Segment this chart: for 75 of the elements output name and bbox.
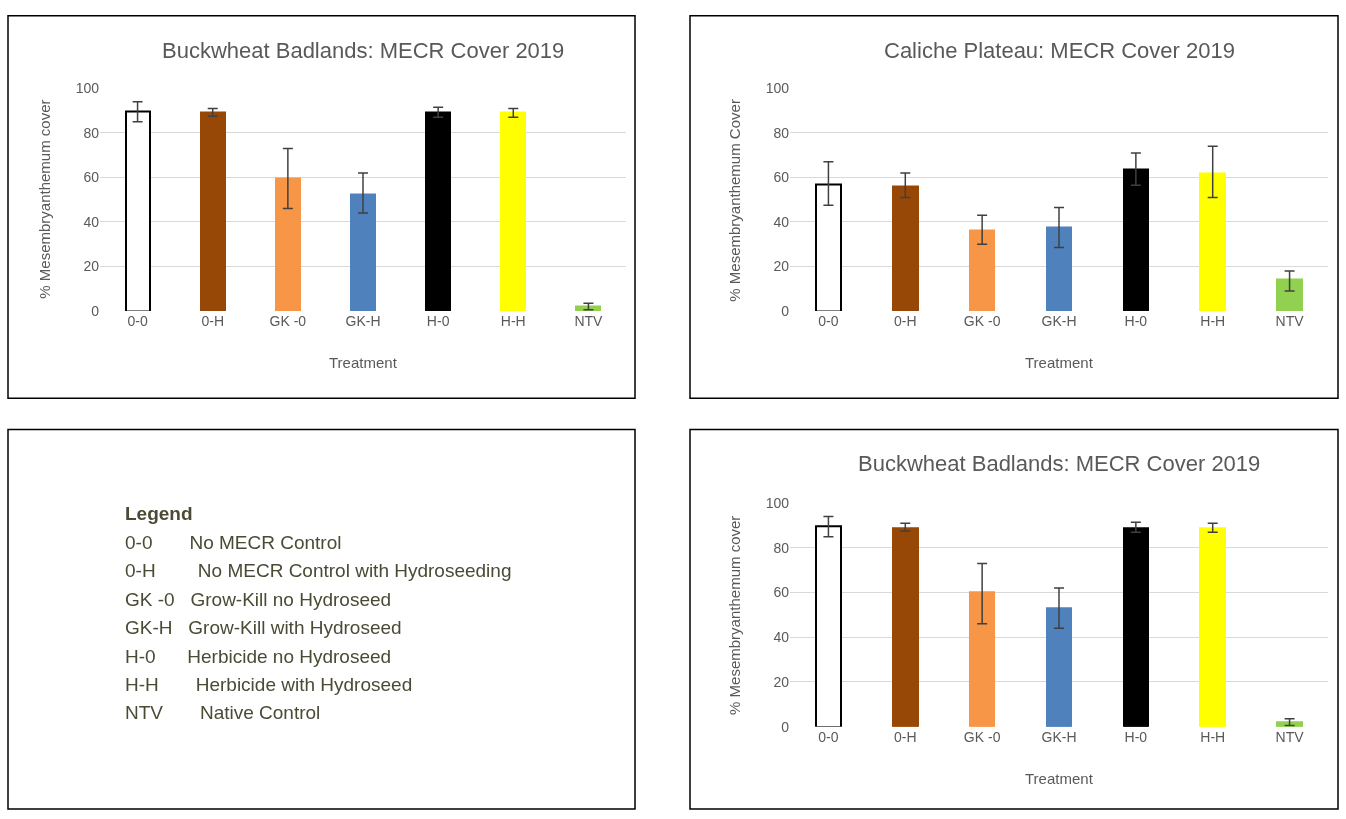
x-tick-label: NTV: [1275, 312, 1305, 329]
y-tick-label: 80: [773, 124, 790, 141]
text: Legend: [125, 503, 193, 524]
bar: [892, 527, 919, 727]
x-tick-label: H-0: [1124, 728, 1148, 745]
x-tick-label: H-H: [1200, 728, 1226, 745]
bar: [969, 229, 995, 311]
x-tick-label: 0-H: [201, 312, 224, 329]
x-axis-title: Treatment: [1025, 354, 1094, 371]
x-tick-label: GK-H: [1041, 728, 1077, 745]
text: GK-H Grow-Kill with Hydroseed: [125, 617, 402, 638]
y-tick-label: 100: [75, 80, 100, 97]
x-axis-title: Treatment: [1025, 770, 1094, 787]
x-tick-label: 0-0: [818, 728, 839, 745]
x-tick-label: H-0: [426, 312, 450, 329]
x-tick-label: 0-H: [894, 312, 917, 329]
y-axis-title: % Mesembryanthemum cover: [36, 99, 54, 299]
bar: [815, 183, 842, 311]
text: 0-0 No MECR Control: [125, 532, 342, 553]
y-tick-label: 40: [773, 213, 790, 230]
y-tick-label: 0: [781, 718, 790, 735]
text: 0-H No MECR Control with Hydroseeding: [125, 560, 512, 581]
bar: [1199, 527, 1226, 727]
chart-title: Buckwheat Badlands: MECR Cover 2019: [162, 38, 565, 63]
y-tick-label: 20: [773, 258, 790, 275]
x-tick-label: H-H: [1200, 312, 1226, 329]
x-tick-label: GK-H: [345, 312, 381, 329]
y-tick-label: 80: [773, 539, 790, 556]
x-tick-label: NTV: [1275, 728, 1305, 745]
chart-title: Buckwheat Badlands: MECR Cover 2019: [858, 451, 1261, 476]
bar: [125, 110, 151, 311]
y-axis-title: % Mesembryanthemum cover: [726, 515, 744, 715]
bar: [425, 111, 451, 311]
bar: [815, 525, 842, 727]
x-tick-label: 0-H: [894, 728, 917, 745]
y-tick-label: 40: [83, 213, 100, 230]
y-tick-label: 20: [773, 673, 790, 690]
y-tick-label: 40: [773, 629, 790, 646]
bar: [892, 185, 919, 311]
y-axis-title: % Mesembryanthemum Cover: [726, 99, 744, 302]
x-tick-label: GK -0: [963, 312, 1001, 329]
text: H-H Herbicide with Hydroseed: [125, 674, 413, 695]
y-tick-label: 60: [773, 584, 790, 601]
text: H-0 Herbicide no Hydroseed: [125, 646, 392, 667]
y-tick-label: 60: [83, 169, 100, 186]
y-tick-label: 20: [83, 258, 100, 275]
x-tick-label: H-0: [1124, 312, 1148, 329]
x-tick-label: GK -0: [269, 312, 307, 329]
bar: [500, 111, 526, 311]
y-tick-label: 100: [765, 495, 790, 512]
y-tick-label: 0: [781, 302, 790, 319]
bar: [1123, 527, 1149, 727]
x-tick-label: GK -0: [963, 728, 1001, 745]
x-tick-label: H-H: [500, 312, 526, 329]
bar: [275, 177, 301, 311]
chart-title: Caliche Plateau: MECR Cover 2019: [884, 38, 1235, 63]
bar: [1123, 168, 1149, 311]
bar: [1199, 172, 1226, 311]
text: NTV Native Control: [125, 702, 321, 723]
x-tick-label: 0-0: [818, 312, 839, 329]
y-tick-label: 100: [765, 80, 790, 97]
bar: [350, 193, 376, 311]
bar: [1046, 607, 1072, 727]
x-axis-title: Treatment: [329, 354, 398, 371]
bar: [200, 111, 226, 311]
x-tick-label: NTV: [574, 312, 604, 329]
x-tick-label: 0-0: [127, 312, 148, 329]
bar: [1046, 226, 1072, 311]
x-tick-label: GK-H: [1041, 312, 1077, 329]
y-tick-label: 0: [91, 302, 100, 319]
y-tick-label: 80: [83, 124, 100, 141]
bar: [1276, 278, 1303, 311]
y-tick-label: 60: [773, 169, 790, 186]
text: GK -0 Grow-Kill no Hydroseed: [125, 589, 392, 610]
bar: [969, 591, 995, 727]
